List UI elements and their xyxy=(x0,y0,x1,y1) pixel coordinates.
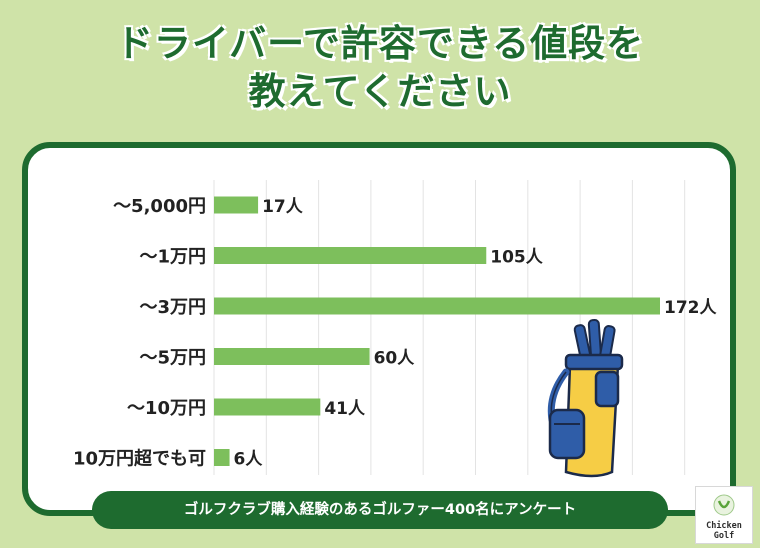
bar xyxy=(214,297,660,315)
survey-note: ゴルフクラブ購入経験のあるゴルファー400名にアンケート xyxy=(92,491,668,529)
category-label: 10万円超でも可 xyxy=(73,448,206,470)
category-labels: 〜5,000円〜1万円〜3万円〜5万円〜10万円 10万円超でも可 xyxy=(73,196,206,470)
category-label: 〜5,000円 xyxy=(113,196,206,217)
bars xyxy=(214,196,660,466)
value-label: 41人 xyxy=(324,399,366,419)
value-label: 105人 xyxy=(490,248,543,268)
title-line-1: ドライバーで許容できる値段を xyxy=(115,22,645,65)
value-labels: 17人 105人 172人 60人 41人 6人 xyxy=(234,197,718,470)
bar xyxy=(214,449,230,466)
bar xyxy=(214,196,259,214)
value-label: 60人 xyxy=(374,349,416,369)
value-label: 17人 xyxy=(262,197,304,217)
category-label: 〜10万円 xyxy=(127,398,206,419)
category-label: 〜3万円 xyxy=(139,297,206,318)
logo-text-2: Golf xyxy=(714,531,734,541)
value-label: 6人 xyxy=(234,450,264,470)
category-label: 〜1万円 xyxy=(139,247,206,268)
chart-title: ドライバーで許容できる値段を 教えてください xyxy=(0,20,760,116)
bar xyxy=(214,398,321,416)
title-line-2: 教えてください xyxy=(248,70,512,113)
category-label: 〜5万円 xyxy=(139,348,206,369)
golf-bag-icon xyxy=(547,318,624,478)
bar xyxy=(214,247,487,264)
value-label: 172人 xyxy=(664,298,717,318)
chicken-golf-logo: Chicken Golf xyxy=(695,486,753,544)
bar xyxy=(214,348,370,365)
logo-text-1: Chicken xyxy=(706,520,742,531)
